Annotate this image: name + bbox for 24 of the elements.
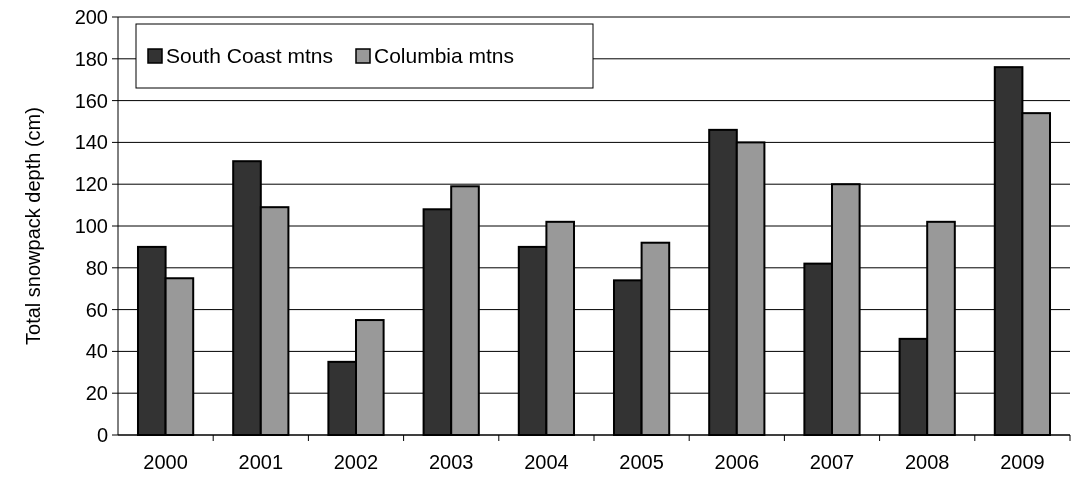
legend-label: Columbia mtns xyxy=(374,44,515,67)
x-tick-label: 2003 xyxy=(428,451,474,473)
y-tick-label: 80 xyxy=(85,256,108,279)
x-tick-label: 2008 xyxy=(904,451,950,473)
y-axis-title: Total snowpack depth (cm) xyxy=(22,107,44,345)
legend-label: South Coast mtns xyxy=(166,44,333,67)
y-tick-label: 180 xyxy=(74,47,108,70)
y-tick-label: 60 xyxy=(85,298,108,321)
x-tick-label: 2002 xyxy=(333,451,379,473)
y-tick-label: 140 xyxy=(74,131,108,154)
y-tick-label: 160 xyxy=(74,89,108,112)
y-tick-label: 200 xyxy=(74,6,108,28)
x-tick-label: 2005 xyxy=(619,451,664,473)
x-tick-label: 2004 xyxy=(524,451,569,473)
x-tick-label: 2006 xyxy=(714,451,760,473)
y-tick-label: 120 xyxy=(74,173,108,196)
x-tick-label: 2000 xyxy=(143,451,188,473)
x-tick-label: 2001 xyxy=(238,451,284,473)
y-tick-label: 100 xyxy=(74,215,108,237)
x-tick-label: 2009 xyxy=(1000,451,1045,473)
y-tick-label: 40 xyxy=(85,340,108,363)
y-tick-label: 20 xyxy=(85,382,108,405)
y-tick-label: 0 xyxy=(96,424,108,446)
x-tick-label: 2007 xyxy=(809,451,855,473)
